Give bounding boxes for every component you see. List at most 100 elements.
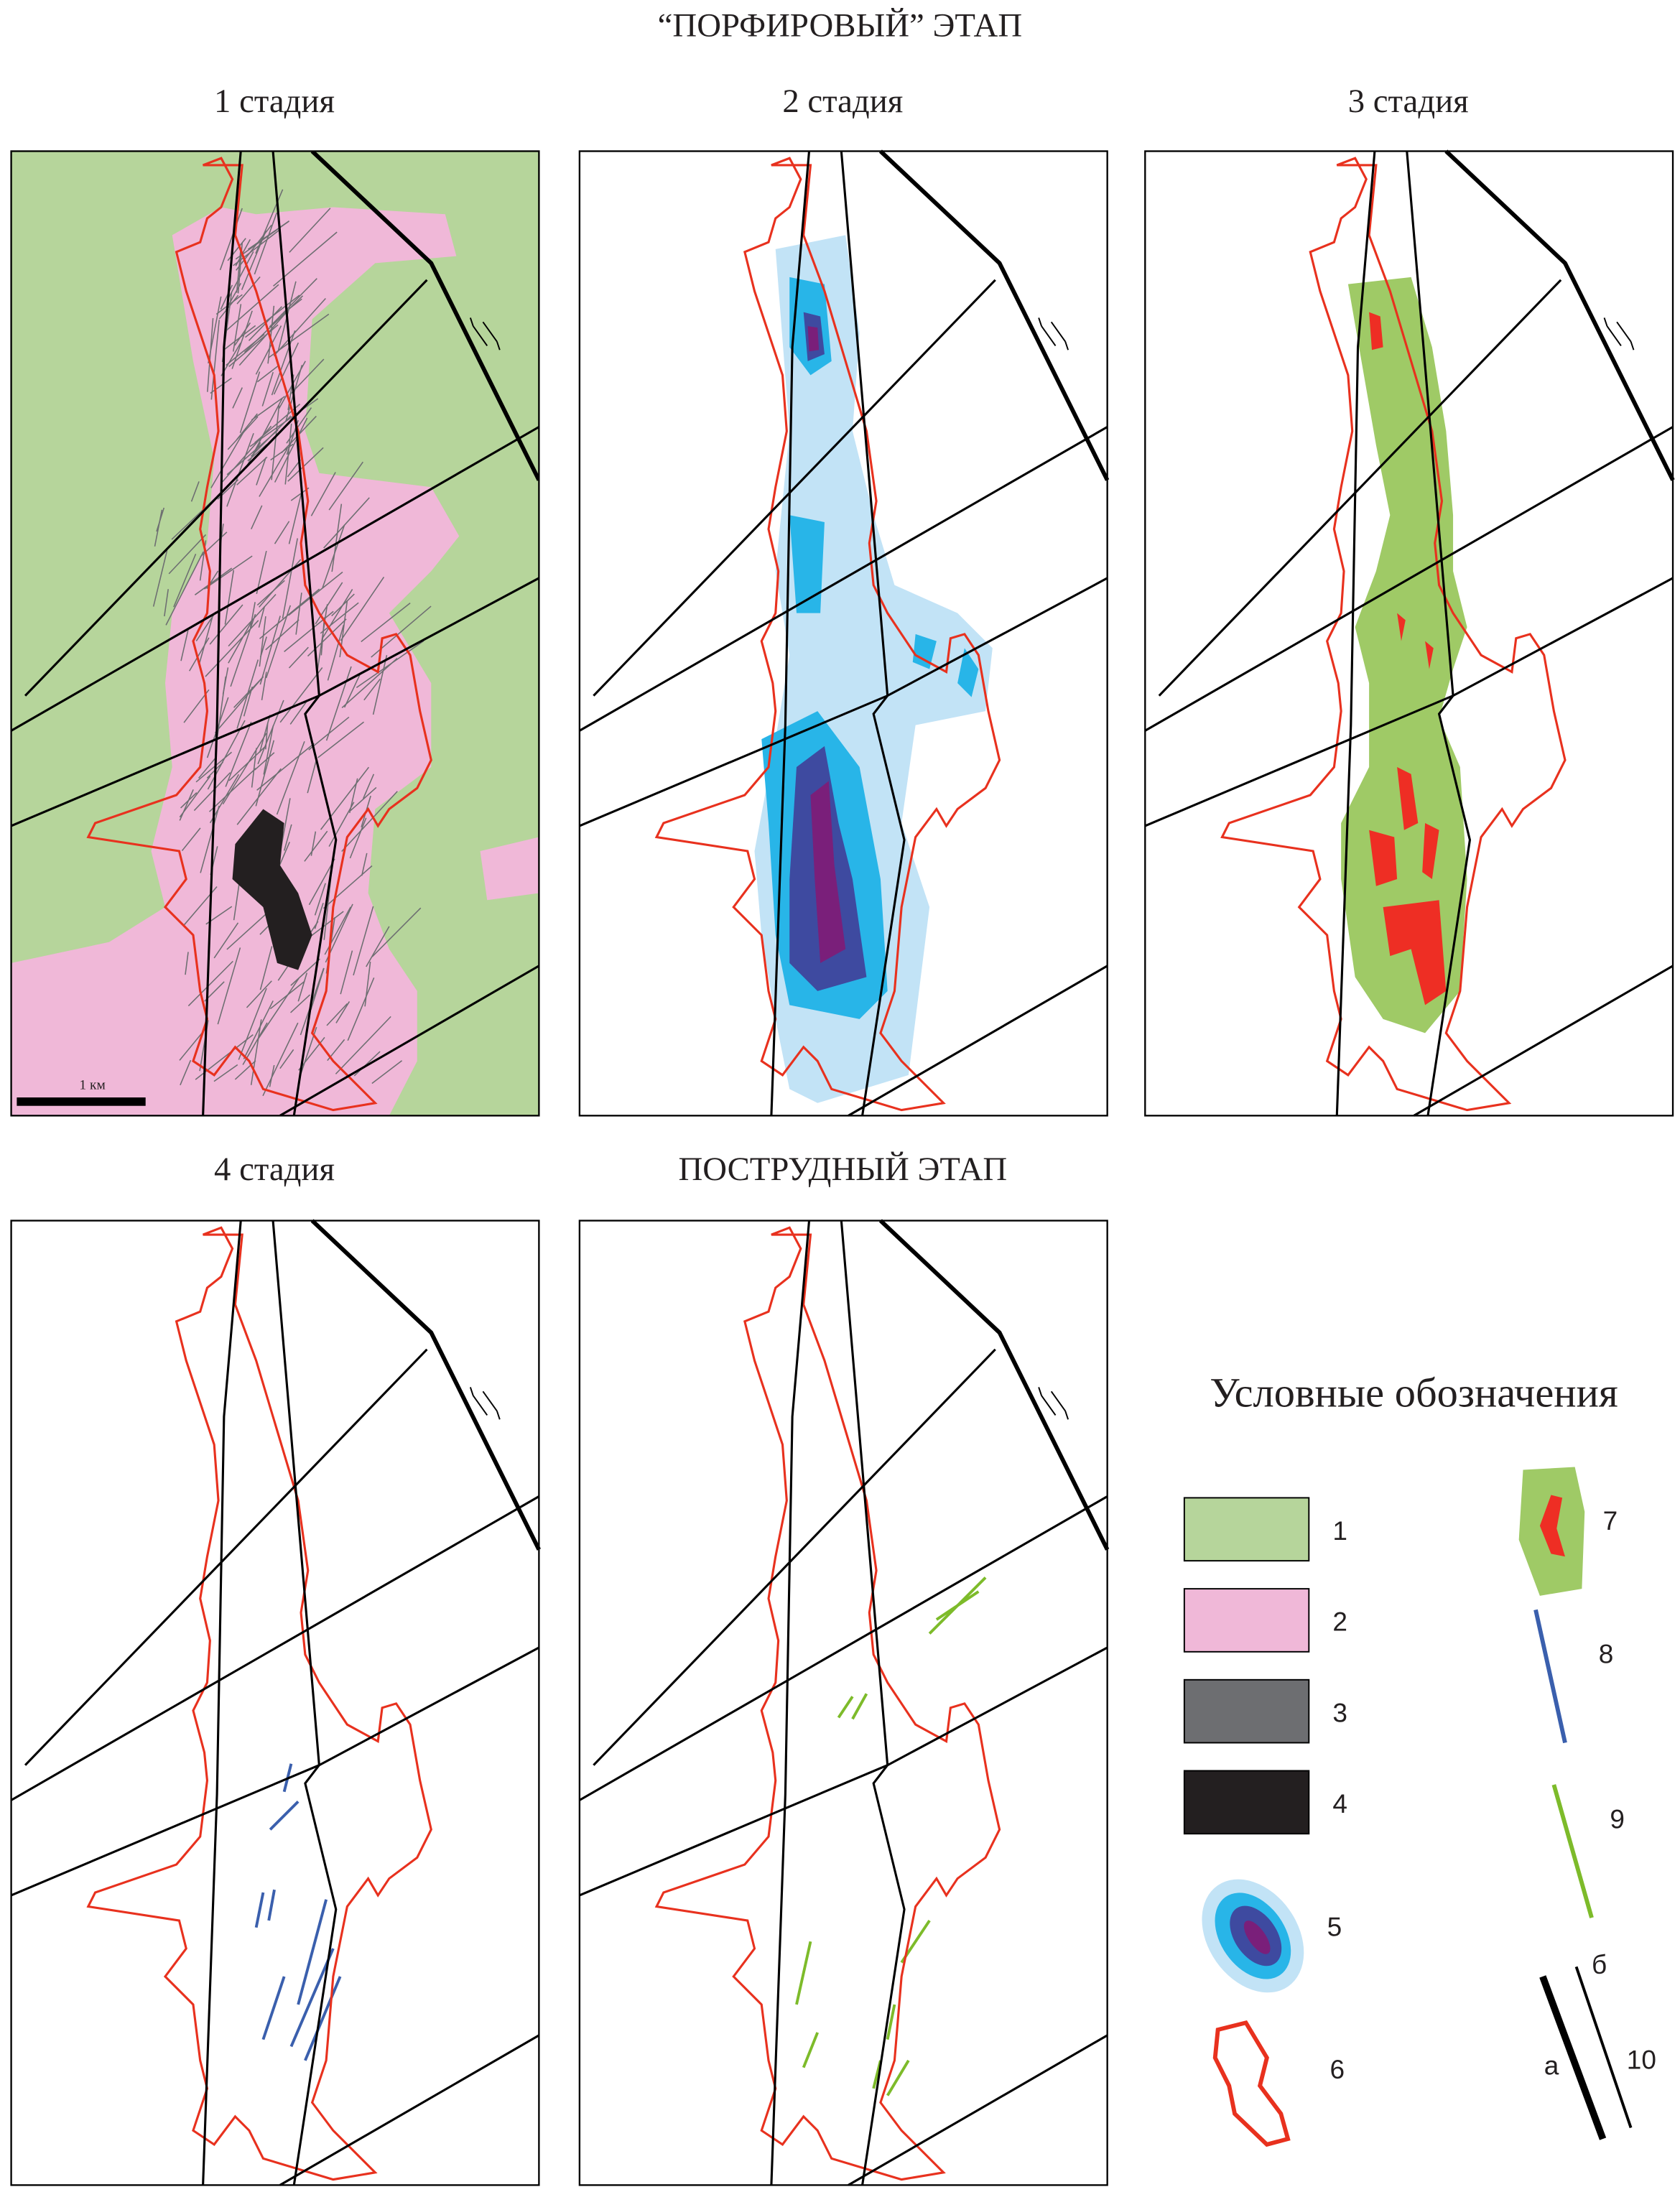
hatch-line xyxy=(239,371,261,433)
hatch-line xyxy=(210,377,232,394)
hatch-line xyxy=(168,534,207,575)
hatch-line xyxy=(255,740,275,807)
map-panel xyxy=(580,1221,1108,2186)
hatch-line xyxy=(252,398,283,455)
hatch-line xyxy=(328,802,355,847)
hatch-line xyxy=(284,610,334,652)
hatch-line xyxy=(238,988,267,1060)
legend-label: 9 xyxy=(1610,1803,1625,1834)
hatch-line xyxy=(249,398,319,447)
hatch-line xyxy=(341,791,398,853)
hatch-line xyxy=(322,524,345,588)
hatch-line xyxy=(209,604,243,645)
hatch-line xyxy=(279,667,323,723)
hatch-line xyxy=(256,550,267,595)
hatch-line xyxy=(320,766,370,830)
hatch-line xyxy=(371,1060,403,1085)
zone-2 xyxy=(11,207,539,1116)
hatch-line xyxy=(236,768,282,825)
scale-bar xyxy=(17,1097,146,1106)
vein xyxy=(802,2032,820,2068)
hatch-line xyxy=(193,772,231,812)
hatch-line xyxy=(256,743,315,791)
hatch-line xyxy=(226,333,265,366)
hatch-line xyxy=(210,427,247,488)
legend-label: 10 xyxy=(1627,2045,1656,2075)
hatch-line xyxy=(327,624,345,681)
hatch-line xyxy=(361,603,411,643)
hatch-line xyxy=(281,298,302,316)
hatch-line xyxy=(265,723,269,750)
zone-4 xyxy=(232,809,312,970)
hatch-line xyxy=(331,503,343,572)
hatch-line xyxy=(286,407,312,444)
hatch-line xyxy=(350,786,377,812)
hatch-line xyxy=(226,432,254,507)
hatch-line xyxy=(217,947,241,1025)
vein xyxy=(269,1800,300,1831)
hatch-line xyxy=(251,748,257,788)
hatch-line xyxy=(271,330,296,396)
hatch-line xyxy=(353,906,374,976)
hatch-line xyxy=(288,489,303,544)
hatch-line xyxy=(262,1022,299,1097)
hatch-line xyxy=(353,1051,381,1077)
hatch-line xyxy=(273,297,326,357)
hatch-line xyxy=(230,613,256,687)
swatch xyxy=(1551,1784,1594,1918)
hatch-line xyxy=(181,827,201,852)
legend-label: 3 xyxy=(1332,1697,1347,1727)
hatch-line xyxy=(232,387,243,409)
map-panel: 1 км xyxy=(10,150,540,1117)
frame xyxy=(578,1220,1108,2186)
vein xyxy=(935,1590,980,1621)
hatch-line xyxy=(228,746,266,781)
panel-title: 3 стадия xyxy=(1348,83,1469,120)
legend-label: б xyxy=(1592,1949,1607,1979)
map-panel xyxy=(1145,151,1673,1115)
hatch-line xyxy=(343,674,361,708)
hatch-line xyxy=(322,865,373,909)
hatch-line xyxy=(304,830,328,862)
hatch-line xyxy=(279,1049,294,1069)
hatch-line xyxy=(372,654,388,715)
hatch-line xyxy=(364,961,371,1007)
hatch-line xyxy=(265,605,292,679)
hatch-line xyxy=(180,630,189,661)
hatch-line xyxy=(205,620,259,677)
vein xyxy=(289,1948,335,2048)
hatch-line xyxy=(154,509,163,547)
map-clip: 1 км xyxy=(11,151,539,1116)
hatch-line xyxy=(180,1059,192,1086)
legend-label: 5 xyxy=(1327,1911,1342,1941)
hatch-line xyxy=(320,602,359,634)
hatch-line xyxy=(238,312,287,366)
hatch-line xyxy=(340,577,385,641)
map-panel xyxy=(580,151,1108,1115)
legend-title: Условные обозначения xyxy=(1210,1370,1618,1416)
hatch-line xyxy=(270,443,294,461)
hatch-line xyxy=(233,228,282,266)
hatch-line xyxy=(213,922,239,959)
hatch-line xyxy=(256,364,280,383)
hatch-line xyxy=(257,700,284,765)
hatch-line xyxy=(222,733,267,805)
hatch-line xyxy=(340,950,353,995)
hatch-line xyxy=(228,251,254,298)
hatch-line xyxy=(231,310,253,369)
hatch-line xyxy=(371,907,422,957)
swatch xyxy=(1183,1588,1310,1653)
contour-high xyxy=(789,312,867,991)
hatch-line xyxy=(321,589,353,639)
veins-8 xyxy=(254,1763,342,2061)
hatch-line xyxy=(256,457,266,486)
zone-7-core xyxy=(1369,312,1447,1006)
hatch-line xyxy=(247,444,267,462)
hatch-line xyxy=(236,276,261,305)
panel-title: 4 стадия xyxy=(214,1151,335,1188)
hatch-line xyxy=(165,551,204,626)
hatch-line xyxy=(236,224,272,271)
hatch-line xyxy=(290,994,311,1013)
hatch-line xyxy=(289,208,331,253)
hatch-line xyxy=(276,740,305,815)
